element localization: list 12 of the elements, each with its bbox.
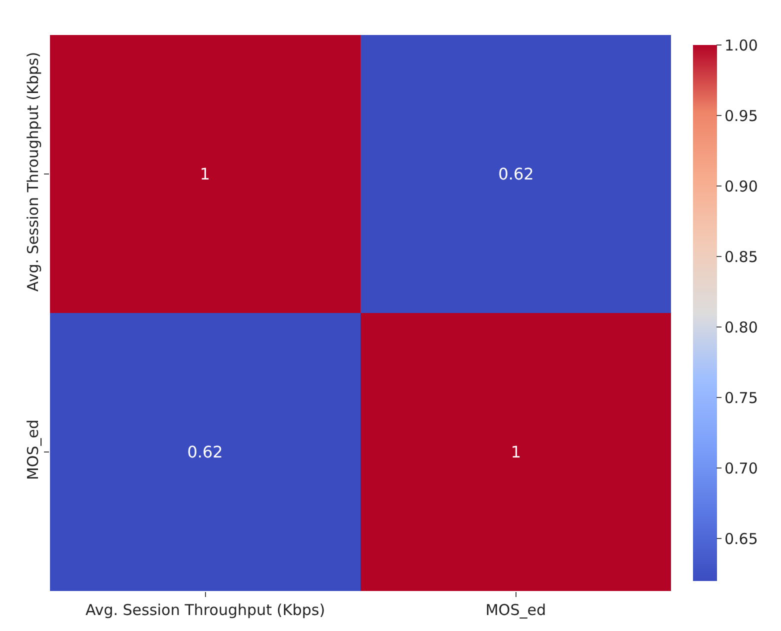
color-bar-label: 1.00 — [724, 36, 758, 54]
color-bar-label: 0.70 — [724, 459, 758, 478]
data-label: 0.62 — [498, 164, 534, 184]
data-label: 1 — [510, 442, 522, 462]
color-bar-label: 0.80 — [724, 318, 758, 336]
color-bar-label: 0.85 — [724, 248, 758, 266]
color-bar-label: 0.65 — [724, 530, 758, 548]
color-bar-label: 0.75 — [724, 388, 758, 407]
color-bar-label: 0.95 — [724, 106, 758, 125]
data-label: 1 — [200, 164, 210, 184]
data-label: 0.62 — [187, 442, 223, 462]
color-bar-label: 0.90 — [724, 177, 758, 196]
